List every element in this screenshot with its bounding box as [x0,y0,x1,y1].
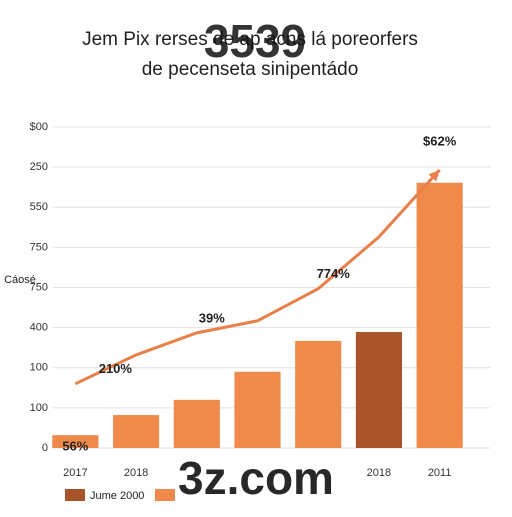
x-tick-label: 2018 [367,467,391,479]
annotation: 210% [99,361,133,376]
bar [416,182,463,448]
y-tick-label: 100 [30,362,48,374]
watermark: 3z.com [178,452,334,504]
bar [234,371,281,448]
y-tick-label: 100 [30,402,48,414]
y-axis-label: Cáosé [4,274,36,286]
y-tick-label: 750 [30,241,48,253]
annotation: 39% [199,310,225,325]
bar [52,435,99,448]
watermark: 3539 [204,15,306,67]
bar [113,415,160,448]
annotation: 56% [62,439,88,454]
bar [173,399,220,448]
y-tick-label: 250 [30,161,48,173]
y-tick-label: 550 [30,201,48,213]
annotation: 774% [317,266,351,281]
legend-swatch [65,489,85,501]
legend-swatch [155,489,175,501]
y-tick-label: 0 [42,442,48,454]
x-tick-label: 2011 [428,467,452,479]
chart-subtitle: de pecenseta sinipentádo [142,59,359,80]
arrow-head [428,169,440,182]
bar [355,332,402,448]
legend-label: Jume 2000 [90,490,144,502]
annotation: $62% [423,133,457,148]
y-tick-label: 750 [30,281,48,293]
y-tick-label: 400 [30,322,48,334]
chart-title: Jem Pix rerses de ap acns lá poreorfers [82,29,418,50]
bar [295,340,342,448]
y-tick-label: $00 [30,121,48,133]
x-tick-label: 2018 [124,467,148,479]
line [74,168,441,386]
x-tick-label: 2017 [63,467,87,479]
